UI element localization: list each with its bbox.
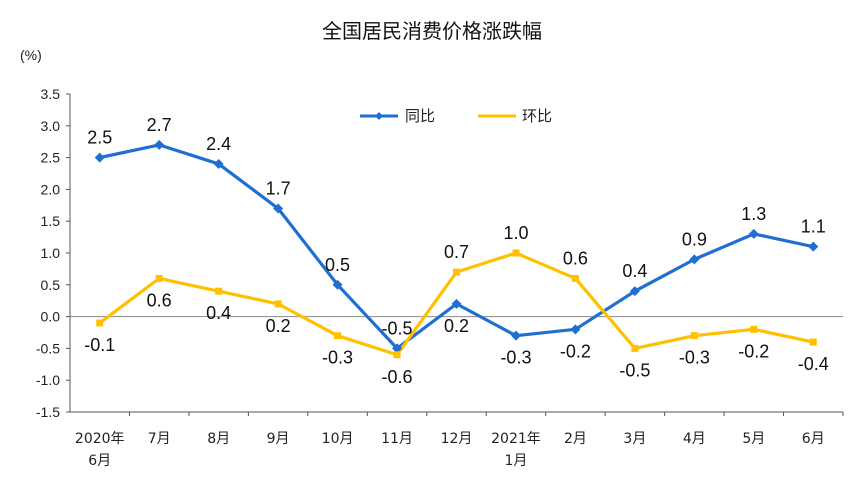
x-tick-label: 7月 [148,431,171,447]
x-tick-label: 2020年 6月 [75,431,125,469]
series-2-point [750,325,758,333]
series-1-point [273,203,284,214]
series-2-data-label: -0.1 [84,335,115,355]
series-2-point [571,274,579,282]
series-1-point [808,241,819,252]
series-1-data-label: 0.9 [682,229,707,249]
x-tick-label: 6月 [802,431,825,447]
series-2-data-label: 0.6 [147,290,172,310]
y-tick-label: 3.5 [41,86,61,102]
axes [66,93,844,416]
x-tick-label: 8月 [207,431,230,447]
series-2-point [809,338,817,346]
series-2-point [631,344,639,352]
series-1-data-label: 0.2 [444,316,469,336]
y-tick-label: -1.0 [36,372,60,388]
y-axis-unit-label: (%) [20,47,42,63]
series-1-point [748,228,759,239]
series-1-data-label: 0.4 [622,261,647,281]
series-1-data-label: 2.5 [87,128,112,148]
series-2-data-label: -0.3 [679,348,710,368]
series-2-point [274,300,282,308]
series-1-point [154,139,165,150]
x-tick-labels: 2020年 6月 7月 8月 9月 10月 11月 12月 2021年 1月 2月 3月 4月 5月 6月 [75,431,825,469]
legend-item-series-2: 环比 [478,107,552,125]
y-tick-label: 1.5 [41,213,61,229]
y-tick-label: -1.5 [36,404,60,420]
y-tick-label: 2.5 [41,150,61,166]
series-2-point [393,351,401,359]
series-1-point [510,330,521,341]
series-2-data-label: -0.2 [738,341,769,361]
x-tick-label: 2月 [564,431,587,447]
y-tick-label: 2.0 [41,181,61,197]
series-1-point [689,254,700,265]
series-2-point [215,287,223,295]
series-1-point [332,279,343,290]
y-tick-label: 0.5 [41,277,61,293]
series-1-point [629,286,640,297]
y-tick-label: 1.0 [41,245,61,261]
series-2-point [690,332,698,340]
series-2-point [453,268,460,276]
y-tick-label: 0.0 [41,309,61,325]
series-2-data-label: 1.0 [503,223,528,243]
series-1-data-label: 2.7 [147,115,172,135]
x-tick-label: 11月 [381,431,413,447]
series-2-point [334,332,342,340]
x-tick-label: 2021年 1月 [491,431,541,469]
x-tick-label: 10月 [322,431,354,447]
x-tick-label: 4月 [683,431,706,447]
chart-title: 全国居民消费价格涨跌幅 [322,19,542,43]
x-tick-label: 12月 [441,431,473,447]
legend-label-series-1: 同比 [405,107,435,125]
series-1-data-label: -0.5 [382,318,413,338]
legend: 同比 环比 [360,107,552,125]
series-1-data-label: -0.2 [560,341,591,361]
legend-marker-series-1 [375,112,383,120]
series-2-data-label: -0.5 [619,360,650,380]
series-2-data-label: -0.6 [382,367,413,387]
series-1-point [451,298,462,309]
series-1-point [94,152,105,163]
series-1-point [570,324,581,335]
y-tick-labels: 3.5 3.0 2.5 2.0 1.5 1.0 0.5 0.0 -0.5 -1.0 -1.5 [36,86,60,420]
series-1-point [213,158,224,169]
series-2-data-label: 0.2 [266,316,291,336]
legend-label-series-2: 环比 [522,107,552,125]
series-2-data-label: 0.6 [563,248,588,268]
series-2-point [155,274,163,282]
series-1-data-label: 2.4 [206,134,231,154]
series-2-data-label: -0.4 [798,354,829,374]
series-2-data-label: 0.7 [444,242,469,262]
series-2-data-label: -0.3 [322,348,353,368]
series-1-data-label: 1.1 [801,217,826,237]
series-2-point [512,249,520,257]
series-markers [94,139,819,359]
series-1-data-label: -0.3 [500,348,531,368]
series-1-data-label: 1.7 [266,178,291,198]
legend-item-series-1: 同比 [360,107,435,125]
series-2-point [96,319,104,327]
x-tick-label: 9月 [267,431,290,447]
series-1-data-label: 1.3 [741,204,766,224]
y-tick-label: 3.0 [41,118,61,134]
x-tick-label: 3月 [623,431,646,447]
data-labels: 2.5 -0.1 2.7 0.6 2.4 0.4 1.7 0.2 0.5 -0.3 -0.5 -0.6… [84,115,829,387]
series-1-point [392,343,403,354]
series-2-data-label: 0.4 [206,303,231,323]
y-tick-label: -0.5 [36,340,60,356]
x-tick-label: 5月 [742,431,765,447]
series-1-data-label: 0.5 [325,255,350,275]
